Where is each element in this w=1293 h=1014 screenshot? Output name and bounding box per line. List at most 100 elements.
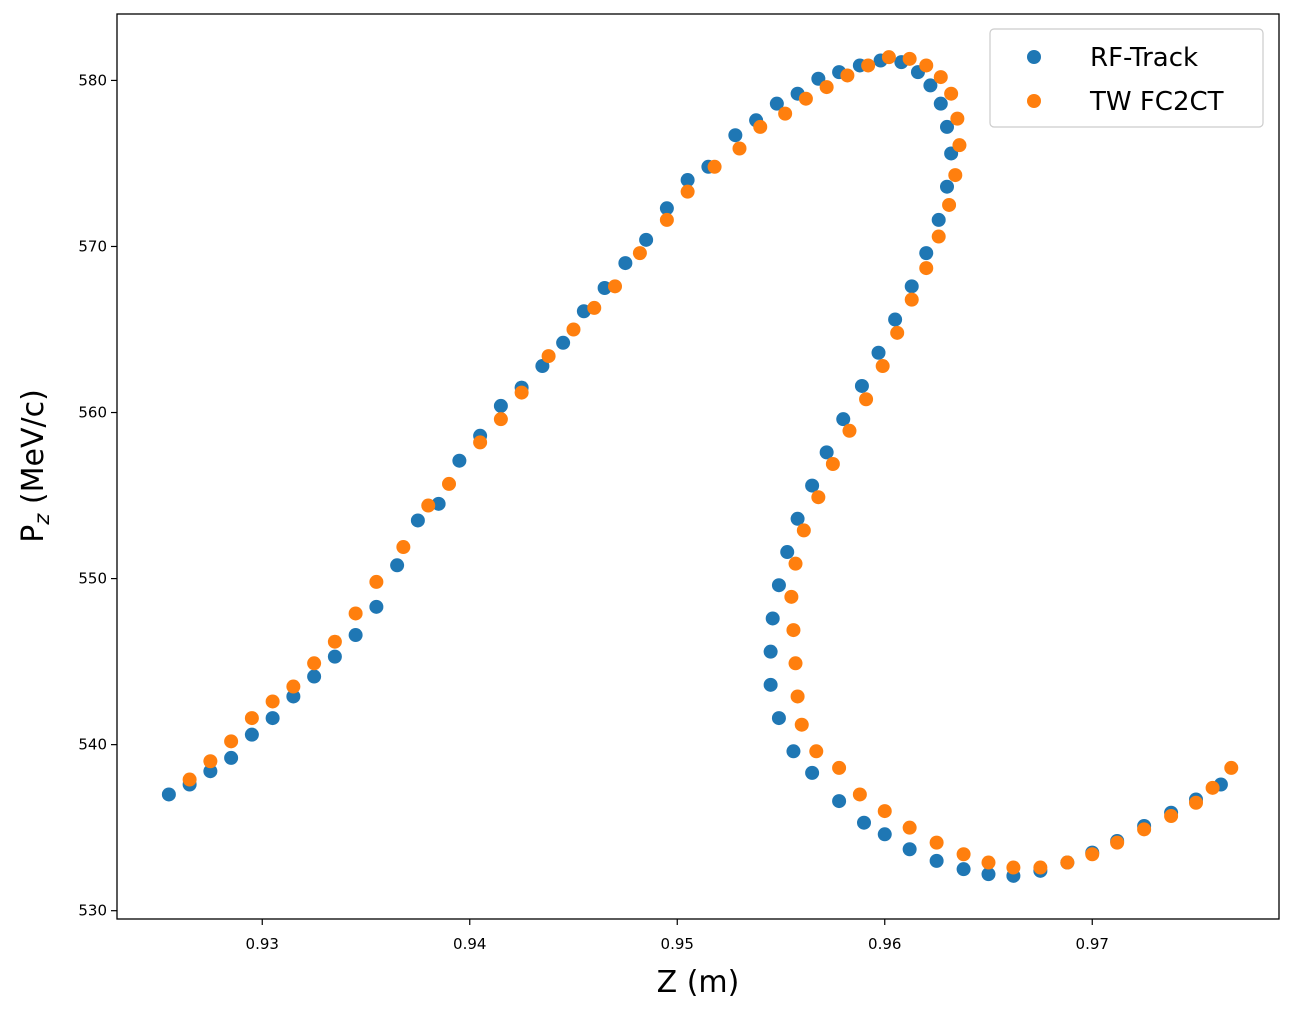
legend-label-tw-fc2ct: TW FC2CT xyxy=(1089,87,1224,117)
data-point xyxy=(763,644,778,659)
data-point xyxy=(923,78,938,93)
x-tick-label: 0.95 xyxy=(661,935,694,953)
data-point xyxy=(161,787,176,802)
y-axis-label-main: P xyxy=(16,525,51,543)
data-point xyxy=(940,179,954,194)
data-point xyxy=(890,325,905,340)
y-axis-label-rest: (MeV/c) xyxy=(16,389,51,513)
data-point xyxy=(348,606,363,621)
data-point xyxy=(840,68,855,83)
data-point xyxy=(587,300,602,315)
data-point xyxy=(639,232,654,247)
legend: RF-Track TW FC2CT xyxy=(989,28,1264,128)
data-point xyxy=(888,312,903,327)
data-point xyxy=(244,727,259,742)
data-point xyxy=(942,197,957,212)
data-point xyxy=(904,279,919,294)
data-point xyxy=(680,173,695,188)
data-point xyxy=(707,159,722,174)
data-point xyxy=(307,656,322,671)
data-point xyxy=(1033,860,1048,875)
data-point xyxy=(805,478,820,493)
x-tick-label: 0.97 xyxy=(1076,935,1109,953)
data-point xyxy=(597,280,612,295)
data-point xyxy=(763,677,778,692)
data-point xyxy=(929,835,944,850)
x-tick-label: 0.96 xyxy=(868,935,901,953)
x-axis-label: Z (m) xyxy=(657,965,740,1000)
data-point xyxy=(819,445,834,460)
data-point xyxy=(556,335,571,350)
data-point xyxy=(1137,822,1152,837)
y-tick-label: 570 xyxy=(78,237,107,255)
data-point xyxy=(327,634,342,649)
data-point xyxy=(796,523,811,538)
data-point xyxy=(981,855,996,870)
data-point xyxy=(244,711,259,726)
y-tick-label: 530 xyxy=(78,902,107,920)
data-point xyxy=(1189,795,1203,810)
data-point xyxy=(842,423,857,438)
data-point xyxy=(952,138,967,153)
data-point xyxy=(956,862,971,877)
data-point xyxy=(931,229,946,244)
data-point xyxy=(1110,835,1125,850)
data-point xyxy=(1085,847,1100,862)
data-point xyxy=(431,496,446,511)
data-point xyxy=(877,827,892,842)
data-point xyxy=(541,349,556,364)
data-point xyxy=(790,689,805,704)
data-point xyxy=(618,256,633,271)
data-point xyxy=(940,119,954,134)
data-point xyxy=(1006,860,1021,875)
data-point xyxy=(348,628,363,643)
data-point xyxy=(680,184,695,199)
data-point xyxy=(265,711,280,726)
data-point xyxy=(493,398,508,413)
data-point xyxy=(771,711,786,726)
data-point xyxy=(514,385,529,400)
data-point xyxy=(786,623,801,638)
data-point xyxy=(390,558,405,573)
y-tick-label: 550 xyxy=(78,570,107,588)
data-point xyxy=(919,246,934,261)
data-point xyxy=(811,490,826,505)
data-point xyxy=(832,760,847,775)
data-point xyxy=(473,435,488,450)
data-point xyxy=(919,261,934,276)
data-point xyxy=(421,498,436,513)
data-point xyxy=(286,689,301,704)
data-point xyxy=(790,511,805,526)
plot-frame xyxy=(116,13,1280,920)
data-point xyxy=(778,106,793,121)
series-tw-fc2ct xyxy=(182,50,1239,875)
data-point xyxy=(1224,760,1239,775)
series-layer xyxy=(161,50,1239,883)
data-point xyxy=(902,51,917,66)
data-point xyxy=(327,649,342,664)
data-point xyxy=(307,669,322,684)
data-point xyxy=(944,86,959,101)
data-point xyxy=(608,279,622,294)
data-point xyxy=(203,754,218,769)
y-ticks: 530 540 550 560 570 580 xyxy=(78,71,117,920)
data-point xyxy=(765,611,780,626)
data-point xyxy=(931,212,946,227)
data-point xyxy=(875,359,890,374)
data-point xyxy=(753,119,768,134)
data-point xyxy=(659,212,674,227)
data-point xyxy=(861,58,876,73)
y-tick-label: 560 xyxy=(78,404,107,422)
y-axis-label-sub: z xyxy=(30,513,54,526)
data-point xyxy=(728,128,743,143)
data-point xyxy=(877,804,892,819)
data-point xyxy=(786,744,801,759)
x-tick-label: 0.93 xyxy=(246,935,279,953)
data-point xyxy=(904,292,919,307)
data-point xyxy=(632,246,647,261)
data-point xyxy=(224,750,239,765)
data-point xyxy=(442,476,456,491)
data-point xyxy=(788,556,803,571)
data-point xyxy=(929,853,944,868)
